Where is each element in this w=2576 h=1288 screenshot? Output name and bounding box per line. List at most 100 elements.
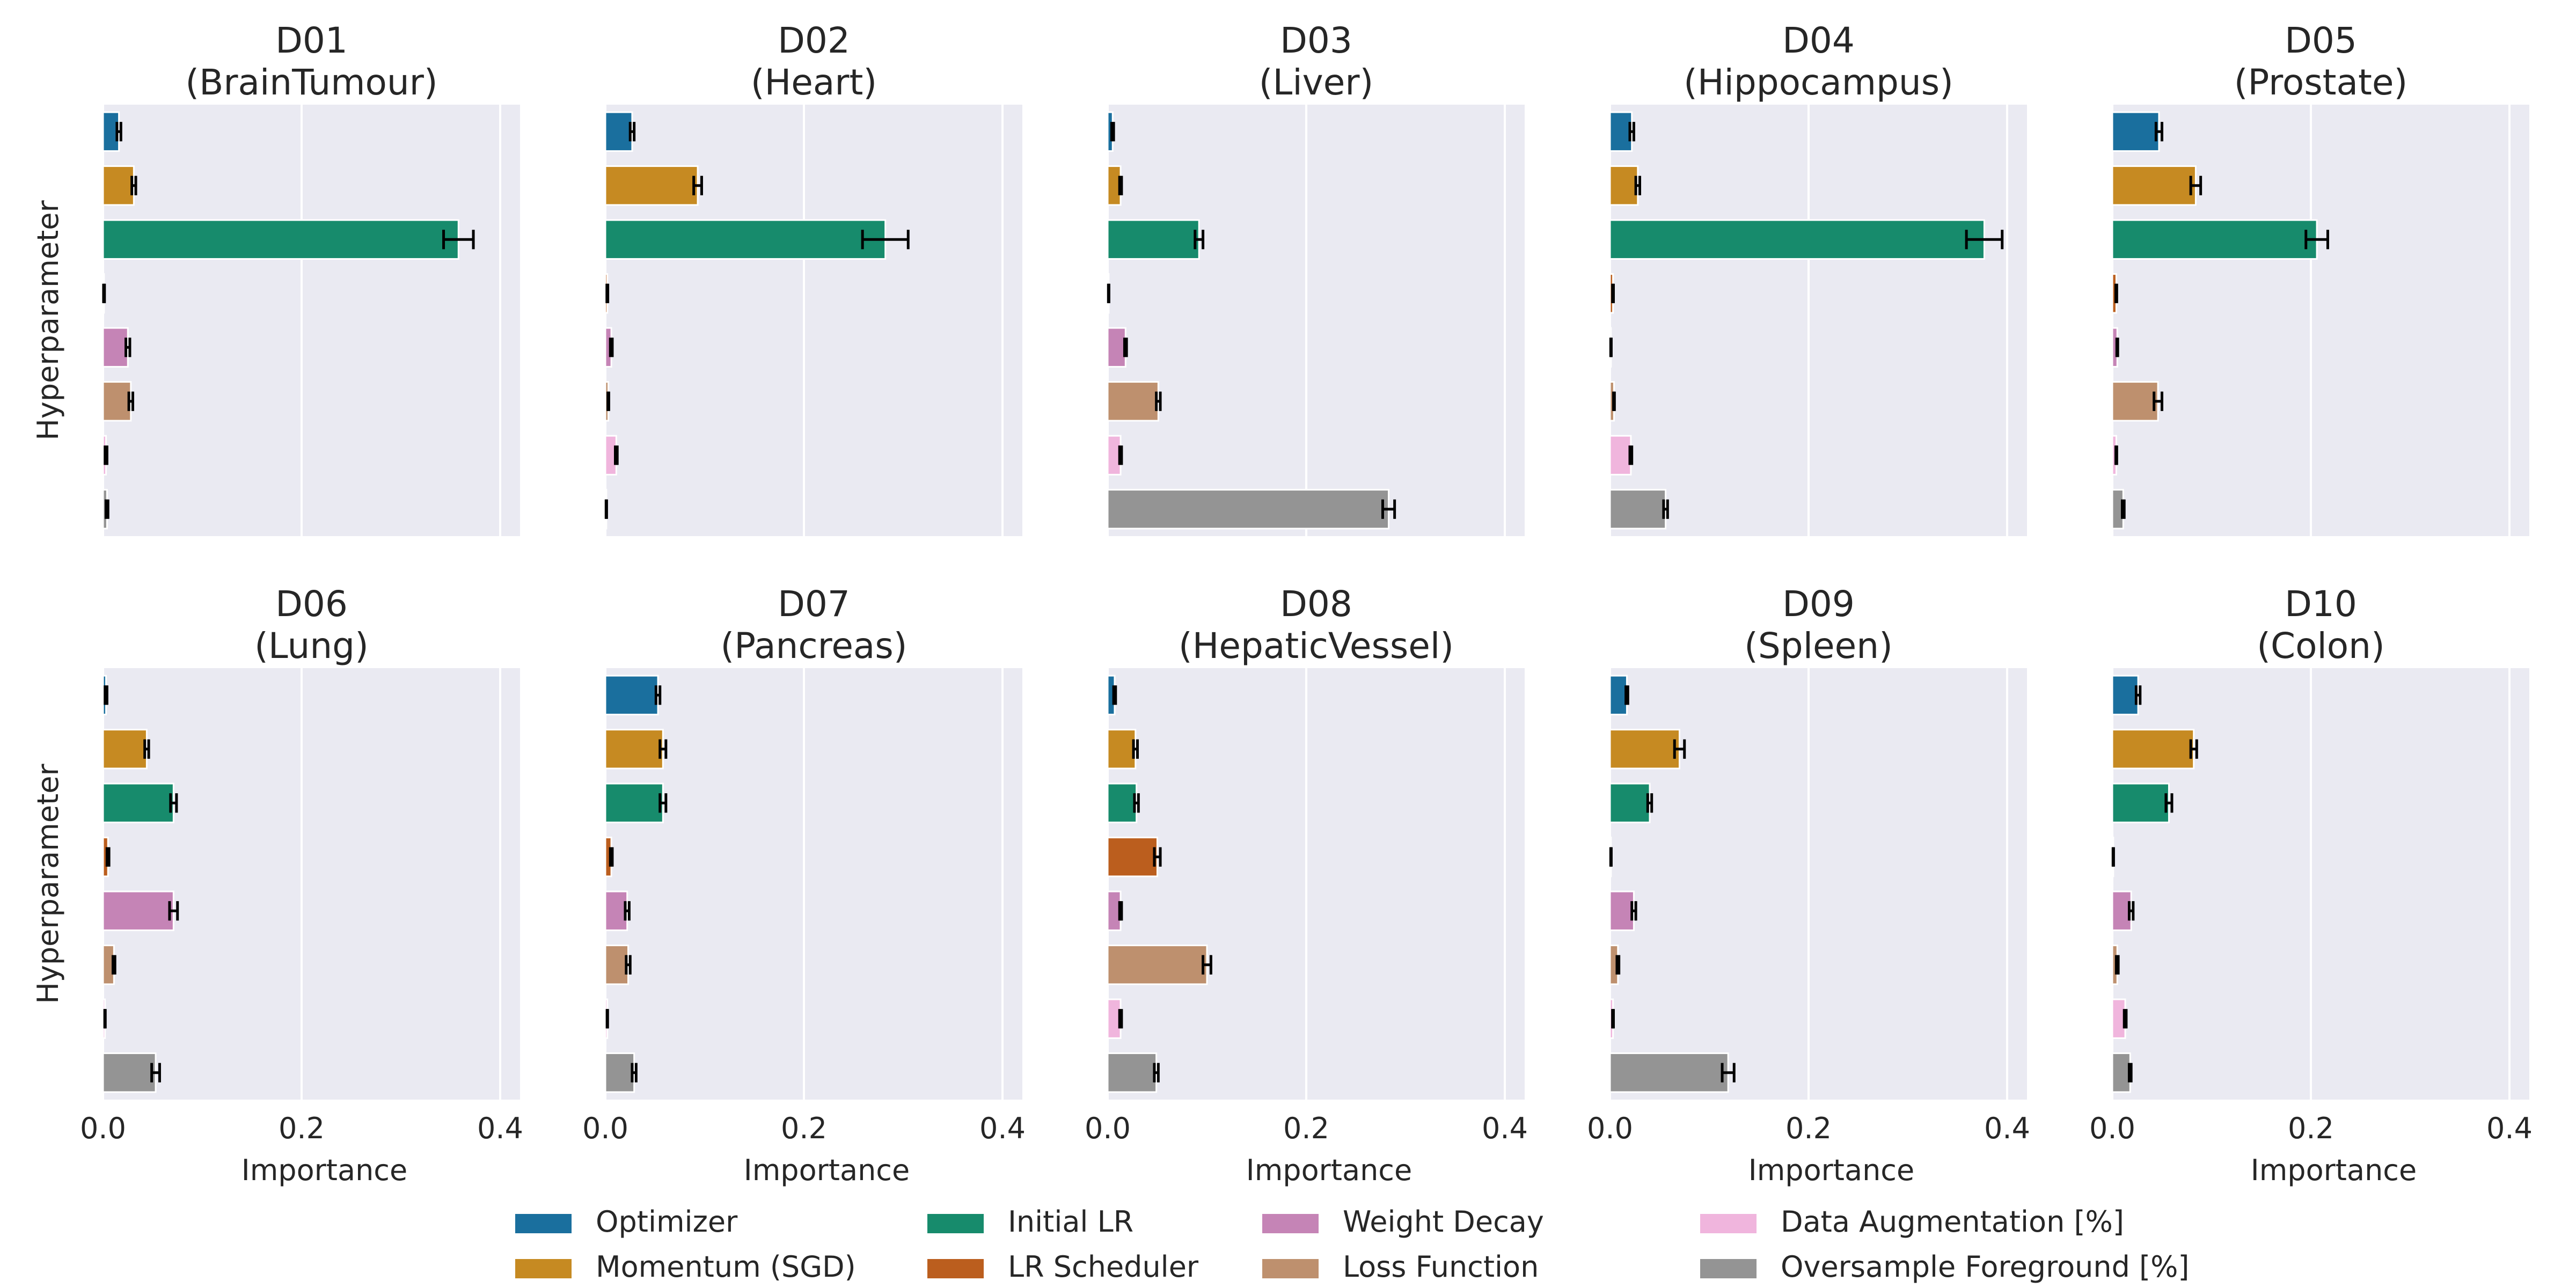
x-tick-label: 0.4 [979,1111,1026,1145]
legend-item: Loss Function [1262,1250,1539,1284]
bar [2111,381,2159,422]
x-tick-label: 0.2 [2288,1111,2334,1145]
panel-title: D02 (Heart) [751,20,877,103]
bar [1609,729,1680,770]
legend-label: Momentum (SGD) [596,1250,856,1284]
bar [1107,837,1158,877]
bar [2111,675,2139,715]
legend-swatch [515,1214,572,1233]
bar [102,165,135,206]
legend-label: Data Augmentation [%] [1781,1205,2124,1239]
legend-item: Oversample Foreground [%] [1700,1250,2189,1284]
bar [1609,675,1628,715]
bar [2111,165,2197,206]
legend-swatch [927,1259,984,1278]
bar [1107,729,1137,770]
panel-1: D01 (BrainTumour) Hyperparameter [31,20,520,536]
plot-area [1108,668,1525,1100]
legend-item: Weight Decay [1262,1205,1544,1239]
panel-7: D07 (Pancreas) 0.0 0.2 0.4 Importance [582,583,1026,1187]
legend-item: Initial LR [927,1205,1133,1239]
bar [102,327,129,368]
plot-area [1610,105,2027,536]
x-tick-label: 0.0 [1085,1111,1131,1145]
x-axis-label: Importance [744,1153,910,1187]
bar [1107,1052,1158,1093]
x-tick-label: 0.4 [1482,1111,1528,1145]
x-tick-label: 0.4 [2486,1111,2533,1145]
bar [1609,1052,1729,1093]
panel-8: D08 (HepaticVessel) 0.0 0.2 0.4 Importance [1085,583,1528,1187]
x-tick-label: 0.4 [1984,1111,2030,1145]
bar [1107,945,1208,985]
bar [1609,890,1635,931]
bar [102,782,174,823]
bar [1609,111,1633,152]
legend-item: Optimizer [515,1205,738,1239]
panel-title: D05 (Prostate) [2234,20,2407,103]
bar [604,165,699,206]
legend-label: Optimizer [596,1205,738,1239]
bar [1107,782,1138,823]
bar [1609,782,1651,823]
x-tick-label: 0.0 [582,1111,628,1145]
bar [604,675,659,715]
panel-2: D02 (Heart) [604,20,1022,536]
bar [1107,327,1126,368]
bar [2111,729,2195,770]
bar [604,1052,635,1093]
legend-label: Weight Decay [1343,1205,1544,1239]
panel-9: D09 (Spleen) 0.0 0.2 0.4 Importance [1587,583,2030,1187]
panel-title: D04 (Hippocampus) [1684,20,1953,103]
panel-title: D01 (BrainTumour) [185,20,437,103]
panel-title: D09 (Spleen) [1744,583,1893,667]
bar [102,729,148,770]
panel-5: D05 (Prostate) [2111,20,2529,536]
x-tick-label: 0.0 [2089,1111,2135,1145]
legend: Optimizer Momentum (SGD) Initial LR LR Sche… [515,1205,2189,1284]
plot-area [605,668,1022,1100]
y-axis-label: Hyperparameter [31,200,65,441]
x-axis-label: Importance [1246,1153,1412,1187]
legend-item: LR Scheduler [927,1250,1199,1284]
x-tick-label: 0.2 [279,1111,325,1145]
x-tick-label: 0.2 [1785,1111,1832,1145]
bar [604,945,630,985]
x-tick-label: 0.2 [781,1111,827,1145]
panel-10: D10 (Colon) 0.0 0.2 0.4 Importance [2089,583,2533,1187]
bar [1609,489,1667,530]
legend-label: Oversample Foreground [%] [1781,1250,2189,1284]
bar [604,111,633,152]
bar [604,219,887,260]
bar [2111,782,2170,823]
legend-item: Data Augmentation [%] [1700,1205,2124,1239]
x-tick-label: 0.0 [80,1111,126,1145]
legend-swatch [515,1259,572,1278]
bar [1107,219,1200,260]
x-axis-label: Importance [241,1153,407,1187]
bar [102,890,174,931]
bar [2111,111,2160,152]
legend-label: LR Scheduler [1008,1250,1199,1284]
plot-area [103,105,520,536]
bar [1609,435,1632,475]
bar [102,219,459,260]
bar [604,729,664,770]
panel-title: D08 (HepaticVessel) [1179,583,1454,667]
x-axis-label: Importance [2251,1153,2417,1187]
panel-title: D10 (Colon) [2257,583,2385,667]
panel-title: D06 (Lung) [254,583,369,667]
x-tick-label: 0.2 [1283,1111,1329,1145]
bar [2111,1052,2131,1093]
bar [2111,219,2318,260]
x-tick-label: 0.4 [477,1111,523,1145]
x-tick-label: 0.0 [1587,1111,1633,1145]
legend-swatch [927,1214,984,1233]
legend-swatch [1700,1259,1757,1278]
panel-title: D07 (Pancreas) [720,583,907,667]
panel-title: D03 (Liver) [1259,20,1373,103]
bar [1107,489,1390,530]
legend-item: Momentum (SGD) [515,1250,856,1284]
bar [604,782,664,823]
